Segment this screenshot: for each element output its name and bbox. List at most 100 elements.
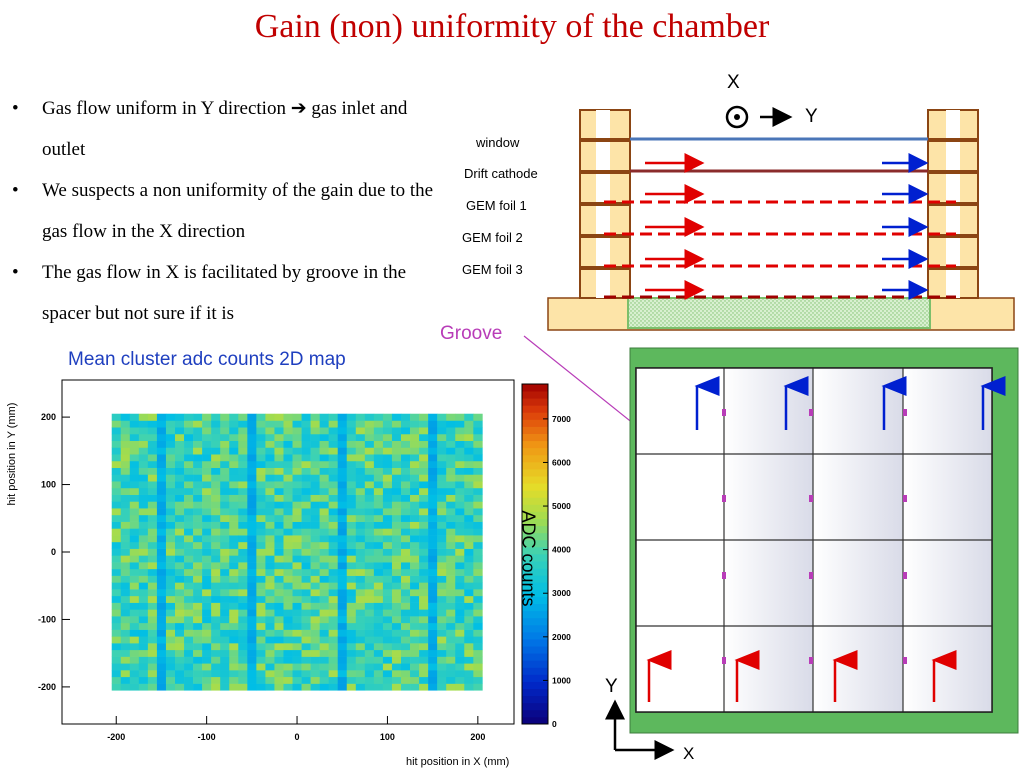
heatmap-cell — [165, 514, 176, 522]
heatmap-cell — [274, 649, 284, 657]
heatmap-cell — [373, 676, 384, 684]
heatmap-cell — [401, 656, 411, 664]
heatmap-cell — [401, 433, 411, 442]
heatmap-cell — [328, 460, 339, 468]
heatmap-cell — [292, 629, 302, 637]
heatmap-cell — [473, 420, 483, 428]
heatmap-cell — [220, 616, 230, 624]
heatmap-cell — [319, 420, 329, 428]
heatmap-cell — [455, 454, 465, 462]
heatmap-cell — [446, 467, 456, 475]
colorbar-frame — [521, 383, 549, 725]
heatmap-cell — [464, 521, 474, 529]
heatmap-cell — [373, 481, 384, 489]
heatmap-cell — [355, 656, 366, 664]
heatmap-cell — [138, 595, 149, 603]
heatmap-cell — [184, 582, 194, 590]
heatmap-cell — [138, 568, 149, 576]
heatmap-cell — [346, 535, 357, 543]
heatmap-cell — [391, 440, 402, 448]
heatmap-cell — [301, 433, 311, 442]
heatmap-cell — [111, 494, 122, 502]
heatmap-cell — [292, 487, 302, 495]
heatmap-cell — [156, 555, 167, 563]
heatmap-cell — [419, 447, 429, 455]
heatmap-cell — [391, 656, 402, 664]
heatmap-cell — [184, 433, 194, 442]
heatmap-cell — [446, 649, 456, 657]
heatmap-cell — [147, 589, 158, 597]
heatmap-cell — [120, 582, 131, 590]
heatmap-cell — [310, 595, 320, 603]
heatmap-cell — [238, 508, 248, 516]
heatmap-cell — [256, 636, 266, 644]
heatmap-cell — [120, 427, 131, 435]
heatmap-cell — [301, 555, 311, 563]
heatmap-cell — [310, 616, 320, 624]
heatmap-cell — [220, 494, 230, 502]
heatmap-cell — [446, 474, 456, 482]
heatmap-cell — [274, 494, 284, 502]
heatmap-cell — [391, 670, 402, 678]
heatmap-cell — [256, 683, 266, 691]
heatmap-cell — [464, 555, 474, 563]
heatmap-cell — [337, 676, 348, 684]
heatmap-cell — [346, 528, 357, 536]
heatmap-cell — [202, 541, 212, 549]
colorbar-segment — [522, 384, 548, 392]
heatmap-cell — [410, 535, 420, 543]
heatmap-cell — [410, 609, 420, 617]
layer-label-window: window — [476, 135, 520, 150]
heatmap-cell — [464, 582, 474, 590]
heatmap-cell — [455, 609, 465, 617]
heatmap-cell — [175, 568, 185, 576]
heatmap-cell — [319, 460, 329, 468]
heatmap-cell — [328, 447, 339, 455]
heatmap-cell — [274, 413, 284, 421]
heatmap-cell — [147, 521, 158, 529]
heatmap-cell — [211, 629, 221, 637]
heatmap-cell — [437, 602, 447, 610]
colorbar-segment — [522, 398, 548, 406]
heatmap-cell — [319, 649, 329, 657]
colorbar-segment — [522, 646, 548, 654]
heatmap-cell — [446, 440, 456, 448]
heatmap-cell — [310, 508, 320, 516]
heatmap-cell — [473, 609, 483, 617]
heatmap-cell — [328, 582, 339, 590]
heatmap-cell — [437, 568, 447, 576]
heatmap-cell — [193, 427, 203, 435]
heatmap-cell — [156, 663, 167, 671]
heatmap-cell — [410, 474, 420, 482]
heatmap-cell — [156, 528, 167, 536]
heatmap-cell — [337, 420, 348, 428]
heatmap-cell — [202, 616, 212, 624]
heatmap-cell — [156, 535, 167, 543]
heatmap-cell — [337, 440, 348, 448]
heatmap-cell — [175, 582, 185, 590]
heatmap-cell — [274, 670, 284, 678]
heatmap-cell — [147, 481, 158, 489]
heatmap-cell — [274, 555, 284, 563]
heatmap-cell — [364, 602, 375, 610]
heatmap-cell — [283, 636, 293, 644]
heatmap-cell — [319, 656, 329, 664]
heatmap-cell — [265, 535, 275, 543]
heatmap-cell — [382, 616, 393, 624]
heatmap-cell — [184, 663, 194, 671]
heatmap-cell — [129, 622, 140, 630]
heatmap-cell — [147, 649, 158, 657]
heatmap-cell — [156, 433, 167, 442]
heatmap-cell — [220, 541, 230, 549]
heatmap-cell — [346, 643, 357, 651]
heatmap-cell — [165, 487, 176, 495]
heatmap-cell — [129, 575, 140, 583]
heatmap-cell — [129, 670, 140, 678]
heatmap-cell — [283, 670, 293, 678]
heatmap-cell — [446, 433, 456, 442]
heatmap-cell — [419, 683, 429, 691]
heatmap-cell — [292, 433, 302, 442]
heatmap-cell — [175, 602, 185, 610]
heatmap-cell — [319, 629, 329, 637]
heatmap-cell — [156, 683, 167, 691]
